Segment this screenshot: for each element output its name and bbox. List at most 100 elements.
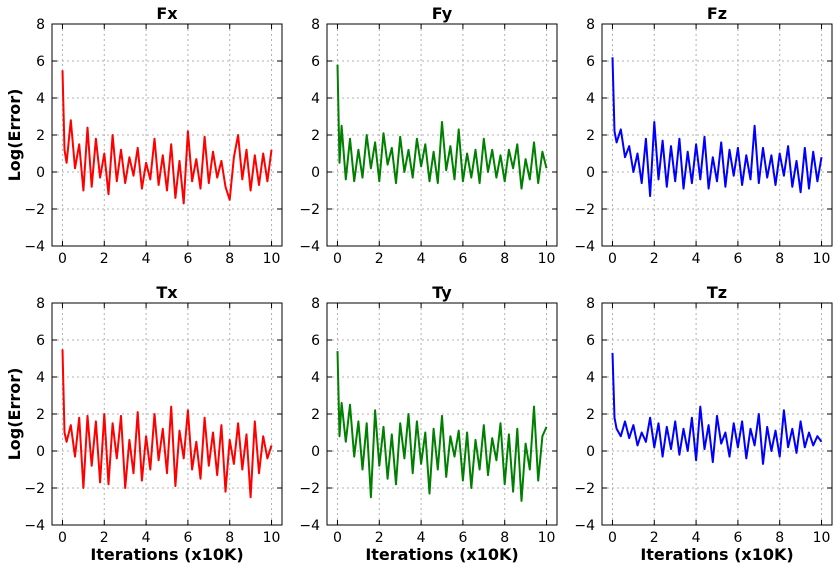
y-tick-label: 6 [36,54,45,70]
y-tick-label: 4 [36,91,45,107]
y-tick-label: −4 [299,518,320,534]
x-tick-label: 8 [775,530,784,546]
y-tick-label: −2 [574,202,595,218]
x-tick-label: 0 [333,251,342,267]
y-axis-label: Log(Error) [5,89,24,182]
subplot-tx: 0 2 4 6 8 10 −4 −2 0 2 4 6 8 Tx Log(Error) Iterations (… [5,283,283,564]
x-tick-label: 6 [458,530,467,546]
y-tick-label: −2 [299,202,320,218]
x-tick-label: 2 [650,251,659,267]
y-tick-label: 0 [311,444,320,460]
y-tick-label: −2 [299,481,320,497]
y-tick-label: 6 [586,54,595,70]
x-tick-label: 6 [733,530,742,546]
series-line [611,352,823,465]
y-tick-label: −4 [299,239,320,255]
x-tick-label: 6 [183,251,192,267]
y-tick-label: 2 [586,407,595,423]
y-tick-label: 6 [586,333,595,349]
x-tick-label: 2 [100,530,109,546]
x-tick-label: 8 [225,530,234,546]
y-tick-label: 0 [36,444,45,460]
x-axis-label: Iterations (x10K) [640,545,793,564]
x-tick-label: 0 [608,530,617,546]
x-tick-label: 10 [538,530,556,546]
subplot-title: Tz [707,283,727,302]
y-tick-label: −2 [574,481,595,497]
y-tick-label: 4 [586,370,595,386]
subplot-fx: 0 2 4 6 8 10 −4 −2 0 2 4 6 8 Fx Log(Error) [5,4,283,267]
y-tick-label: −2 [24,481,45,497]
y-tick-label: 0 [311,165,320,181]
x-axis-label: Iterations (x10K) [365,545,518,564]
x-tick-label: 2 [100,251,109,267]
y-tick-label: 2 [36,407,45,423]
subplot-fy: 0 2 4 6 8 10 −4 −2 0 2 4 6 8 Fy [299,4,558,267]
x-tick-label: 2 [375,530,384,546]
subplot-title: Fz [707,4,727,23]
y-tick-label: 4 [311,370,320,386]
y-tick-label: 8 [311,296,320,312]
y-tick-label: −4 [574,518,595,534]
subplot-fz: 0 2 4 6 8 10 −4 −2 0 2 4 6 8 Fz [574,4,833,267]
x-tick-label: 0 [333,530,342,546]
y-tick-label: 8 [586,17,595,33]
subplot-title: Tx [156,283,178,302]
x-tick-label: 0 [608,251,617,267]
x-tick-label: 0 [58,530,67,546]
y-tick-label: 6 [311,54,320,70]
x-tick-label: 6 [733,251,742,267]
x-tick-label: 8 [500,530,509,546]
y-tick-label: 8 [36,17,45,33]
y-tick-label: 4 [36,370,45,386]
subplot-title: Fy [432,4,453,23]
y-tick-label: 0 [586,165,595,181]
x-tick-label: 10 [813,530,831,546]
subplot-ty: 0 2 4 6 8 10 −4 −2 0 2 4 6 8 Ty Iterations (x10K) [299,283,558,564]
x-tick-label: 8 [775,251,784,267]
y-tick-label: 2 [311,128,320,144]
y-tick-label: 2 [311,407,320,423]
y-tick-label: −4 [24,518,45,534]
x-axis-label: Iterations (x10K) [90,545,243,564]
series-line [336,351,548,502]
x-tick-label: 4 [417,251,426,267]
x-tick-label: 10 [813,251,831,267]
y-tick-label: 0 [36,165,45,181]
x-tick-label: 2 [650,530,659,546]
x-tick-label: 8 [500,251,509,267]
x-tick-label: 10 [263,251,281,267]
x-tick-label: 4 [692,251,701,267]
x-tick-label: 0 [58,251,67,267]
x-tick-label: 6 [183,530,192,546]
x-tick-label: 10 [538,251,556,267]
subplot-title: Fx [156,4,178,23]
y-tick-label: 6 [311,333,320,349]
x-tick-label: 4 [692,530,701,546]
series-line [611,57,823,198]
y-tick-label: 8 [586,296,595,312]
y-tick-label: 4 [311,91,320,107]
y-tick-label: −2 [24,202,45,218]
series-line [61,349,273,499]
y-tick-label: 2 [586,128,595,144]
y-axis-label: Log(Error) [5,368,24,461]
series-line [61,70,273,205]
subplot-tz: 0 2 4 6 8 10 −4 −2 0 2 4 6 8 Tz Iterations (x10K) [574,283,833,564]
y-tick-label: 2 [36,128,45,144]
y-tick-label: 8 [36,296,45,312]
y-tick-label: 6 [36,333,45,349]
x-tick-label: 6 [458,251,467,267]
subplot-title: Ty [432,283,452,302]
y-tick-label: −4 [24,239,45,255]
x-tick-label: 10 [263,530,281,546]
x-tick-label: 2 [375,251,384,267]
x-tick-label: 8 [225,251,234,267]
x-tick-label: 4 [417,530,426,546]
x-tick-label: 4 [142,251,151,267]
y-tick-label: 0 [586,444,595,460]
series-line [336,64,548,190]
y-tick-label: 4 [586,91,595,107]
y-tick-label: 8 [311,17,320,33]
